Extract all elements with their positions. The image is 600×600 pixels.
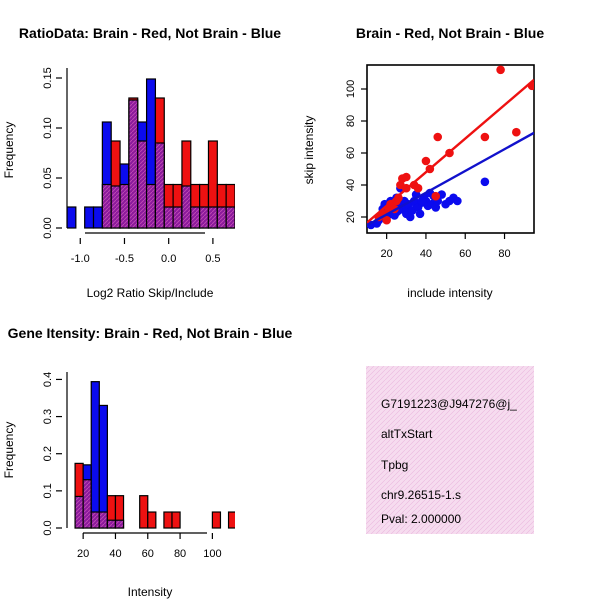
intensity-bar-red xyxy=(211,511,222,529)
ratio-bar-overlap xyxy=(101,183,112,229)
scatter-point-red xyxy=(480,132,490,142)
ratio-bar-overlap xyxy=(110,185,121,229)
intensity-x-label: Intensity xyxy=(128,585,173,599)
ratio-bar-overlap xyxy=(154,142,165,229)
ratio-bar-overlap xyxy=(216,206,227,229)
scatter-y-tick-label: 40 xyxy=(345,179,357,191)
ratio-x-tick-label: 0.0 xyxy=(161,253,176,265)
scatter-point-red xyxy=(496,65,505,75)
scatter-point-blue xyxy=(415,209,425,219)
intensity-bar-overlap xyxy=(98,511,108,529)
ratio-bar-overlap xyxy=(172,206,183,229)
ratio-y-label: Frequency xyxy=(2,122,16,179)
info-gene-symbol: Tpbg xyxy=(381,458,408,472)
scatter-y-label: skip intensity xyxy=(302,116,316,185)
scatter-point-red xyxy=(421,156,431,166)
ratio-y-tick-label: 0.00 xyxy=(42,217,54,238)
scatter-point-red xyxy=(401,172,411,182)
ratio-y-tick-label: 0.15 xyxy=(42,67,54,88)
intensity-x-tick-label: 60 xyxy=(142,548,154,560)
intensity-bar-red xyxy=(139,495,149,529)
scatter-y-tick-label: 60 xyxy=(345,147,357,159)
intensity-y-label: Frequency xyxy=(2,422,16,479)
scatter-point-red xyxy=(413,183,423,193)
ratio-bar-overlap xyxy=(181,185,192,229)
scatter-point-red xyxy=(382,215,391,225)
info-event-id: G7191223@J947276@j_ xyxy=(381,397,517,411)
scatter-fit-line-red xyxy=(367,78,534,224)
intensity-bar-overlap xyxy=(106,519,117,529)
intensity-bar-red xyxy=(147,511,157,529)
intensity-y-tick-label: 0.0 xyxy=(42,520,54,535)
ratio-bar-overlap xyxy=(163,206,174,229)
intensity-y-tick-label: 0.3 xyxy=(42,409,54,424)
info-event-type: altTxStart xyxy=(381,427,433,441)
info-panel-background xyxy=(366,366,534,534)
ratio-bar-overlap xyxy=(145,183,157,229)
intensity-bar-overlap xyxy=(90,511,100,529)
intensity-x-tick-label: 20 xyxy=(77,548,89,560)
intensity-bar-overlap xyxy=(114,519,125,529)
scatter-fit-line-blue xyxy=(367,131,534,227)
ratio-bar-blue xyxy=(67,206,77,229)
scatter-y-tick-label: 20 xyxy=(345,211,357,223)
intensity-x-tick-label: 40 xyxy=(109,548,121,560)
intensity-bar-red xyxy=(163,511,173,529)
scatter-y-tick-label: 80 xyxy=(345,115,357,127)
intensity-y-tick-label: 0.1 xyxy=(42,483,54,498)
ratio-bar-overlap xyxy=(190,206,201,229)
ratio-histogram-title: RatioData: Brain - Red, Not Brain - Blue xyxy=(19,25,281,41)
scatter-x-tick-label: 80 xyxy=(498,248,510,260)
ratio-bar-overlap xyxy=(199,206,210,229)
scatter-point-red xyxy=(394,193,403,203)
ratio-histogram: RatioData: Brain - Red, Not Brain - Blue… xyxy=(2,25,281,300)
ratio-y-tick-label: 0.05 xyxy=(42,167,54,188)
intensity-bar-overlap xyxy=(74,495,84,529)
intensity-y-tick-label: 0.2 xyxy=(42,446,54,461)
intensity-scatter: Brain - Red, Not Brain - Blue 20 40 60 80 10… xyxy=(302,25,544,300)
ratio-x-tick-label: 0.5 xyxy=(205,253,220,265)
intensity-y-tick-label: 0.4 xyxy=(42,372,54,387)
intensity-bar-blue xyxy=(90,381,100,529)
intensity-bar-red xyxy=(171,511,181,529)
scatter-title: Brain - Red, Not Brain - Blue xyxy=(356,25,544,41)
intensity-bar-overlap xyxy=(82,479,92,529)
scatter-point-red xyxy=(433,132,443,142)
ratio-bar-overlap xyxy=(137,140,148,229)
scatter-point-blue xyxy=(480,177,490,187)
scatter-point-red xyxy=(431,191,441,201)
scatter-frame xyxy=(366,64,535,234)
intensity-x-tick-label: 100 xyxy=(203,548,221,560)
ratio-bar-blue xyxy=(84,206,95,229)
intensity-x-tick-label: 80 xyxy=(174,548,186,560)
intensity-histogram: Gene Itensity: Brain - Red, Not Brain - … xyxy=(2,325,293,599)
scatter-y-tick-label: 100 xyxy=(345,80,357,98)
scatter-x-tick-label: 40 xyxy=(420,248,432,260)
ratio-bar-overlap xyxy=(225,206,235,229)
ratio-x-label: Log2 Ratio Skip/Include xyxy=(87,286,214,300)
scatter-x-tick-label: 20 xyxy=(381,248,393,260)
scatter-x-label: include intensity xyxy=(407,286,492,300)
intensity-bar-red xyxy=(227,511,235,529)
scatter-point-blue xyxy=(453,196,462,206)
ratio-bar-blue xyxy=(92,206,103,229)
intensity-histogram-title: Gene Itensity: Brain - Red, Not Brain - … xyxy=(8,325,293,341)
ratio-x-tick-label: -0.5 xyxy=(115,253,134,265)
info-panel: G7191223@J947276@j_ altTxStart Tpbg chr9… xyxy=(366,366,534,534)
intensity-bar-blue xyxy=(98,404,108,529)
scatter-x-tick-label: 60 xyxy=(459,248,471,260)
scatter-point-red xyxy=(512,127,521,137)
info-transcript-id: chr9.26515-1.s xyxy=(381,488,461,502)
ratio-bar-overlap xyxy=(119,183,130,229)
info-pvalue: Pval: 2.000000 xyxy=(381,512,461,526)
ratio-bar-overlap xyxy=(128,99,139,229)
ratio-y-tick-label: 0.10 xyxy=(42,117,54,138)
ratio-bar-overlap xyxy=(207,206,218,229)
scatter-point-blue xyxy=(417,196,427,206)
ratio-x-tick-label: -1.0 xyxy=(71,253,90,265)
